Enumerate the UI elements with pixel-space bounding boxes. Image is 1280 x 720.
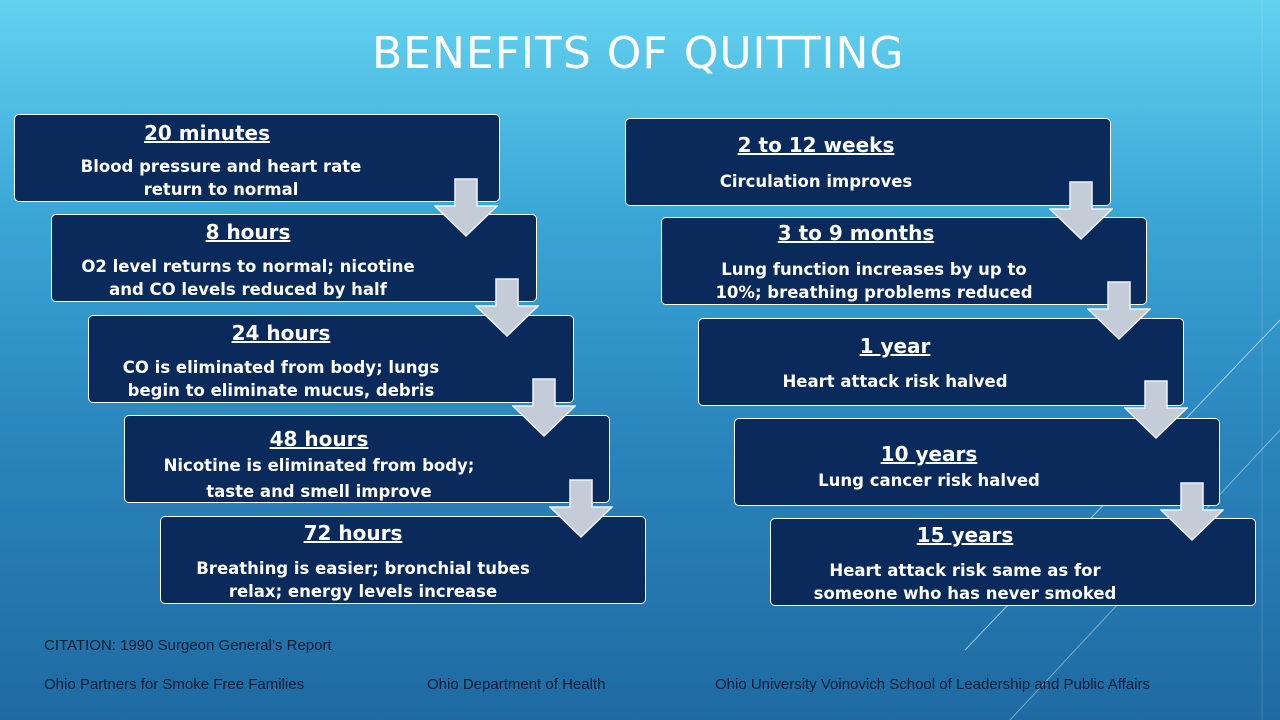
timeline-box-8-hours: 8 hours O2 level returns to normal; nico… bbox=[51, 214, 537, 302]
timeline-description-line: Circulation improves bbox=[719, 172, 913, 191]
timeline-box-1-year: 1 year Heart attack risk halved bbox=[698, 318, 1184, 406]
timeline-time: 20 minutes bbox=[144, 121, 270, 145]
timeline-box-24-hours: 24 hours CO is eliminated from body; lun… bbox=[88, 315, 574, 403]
timeline-description-line: Lung function increases by up to bbox=[721, 260, 1027, 279]
down-arrow-icon bbox=[549, 479, 613, 539]
timeline-description-line: and CO levels reduced by half bbox=[109, 280, 387, 299]
timeline-description-line: Heart attack risk halved bbox=[782, 372, 1008, 391]
timeline-description-line: someone who has never smoked bbox=[813, 584, 1117, 603]
timeline-time: 3 to 9 months bbox=[777, 221, 935, 245]
down-arrow-icon bbox=[475, 278, 539, 338]
timeline-box-10-years: 10 years Lung cancer risk halved bbox=[734, 418, 1220, 506]
timeline-box-72-hours: 72 hours Breathing is easier; bronchial … bbox=[160, 516, 646, 604]
timeline-time: 24 hours bbox=[231, 321, 331, 345]
timeline-description-line: taste and smell improve bbox=[206, 482, 432, 501]
down-arrow-icon bbox=[1087, 281, 1151, 341]
timeline-time: 15 years bbox=[916, 523, 1014, 547]
timeline-description-line: Lung cancer risk halved bbox=[818, 471, 1040, 490]
timeline-description-line: begin to eliminate mucus, debris bbox=[127, 381, 435, 400]
footer-org-department-of-health: Ohio Department of Health bbox=[427, 676, 606, 693]
timeline-box-15-years: 15 years Heart attack risk same as for s… bbox=[770, 518, 1256, 606]
timeline-description-line: Breathing is easier; bronchial tubes bbox=[196, 559, 530, 578]
timeline-time: 8 hours bbox=[205, 220, 291, 244]
down-arrow-icon bbox=[1160, 482, 1224, 542]
timeline-time: 10 years bbox=[880, 442, 978, 466]
timeline-description-line: relax; energy levels increase bbox=[228, 582, 498, 601]
page-title: BENEFITS OF QUITTING bbox=[372, 28, 905, 79]
footer-org-smoke-free-families: Ohio Partners for Smoke Free Families bbox=[44, 676, 305, 693]
timeline-time: 2 to 12 weeks bbox=[737, 133, 895, 157]
timeline-box-20-minutes: 20 minutes Blood pressure and heart rate… bbox=[14, 114, 500, 202]
timeline-description-line: CO is eliminated from body; lungs bbox=[122, 358, 440, 377]
timeline-time: 1 year bbox=[859, 334, 931, 358]
timeline-description-line: 10%; breathing problems reduced bbox=[715, 283, 1033, 302]
timeline-description-line: Blood pressure and heart rate bbox=[80, 157, 362, 176]
timeline-box-48-hours: 48 hours Nicotine is eliminated from bod… bbox=[124, 415, 610, 503]
timeline-description-line: Nicotine is eliminated from body; bbox=[163, 456, 475, 475]
timeline-time: 72 hours bbox=[303, 521, 403, 545]
timeline-description-line: O2 level returns to normal; nicotine bbox=[81, 257, 415, 276]
down-arrow-icon bbox=[1124, 380, 1188, 440]
down-arrow-icon bbox=[1049, 181, 1113, 241]
down-arrow-icon bbox=[512, 378, 576, 438]
timeline-description-line: return to normal bbox=[143, 180, 299, 199]
timeline-description-line: Heart attack risk same as for bbox=[829, 561, 1101, 580]
timeline-box-3-to-9-months: 3 to 9 months Lung function increases by… bbox=[661, 217, 1147, 305]
timeline-time: 48 hours bbox=[269, 427, 369, 451]
timeline-box-2-to-12-weeks: 2 to 12 weeks Circulation improves bbox=[625, 118, 1111, 206]
down-arrow-icon bbox=[434, 178, 498, 238]
footer-org-ohio-university: Ohio University Voinovich School of Lead… bbox=[715, 676, 1150, 693]
citation: CITATION: 1990 Surgeon General’s Report bbox=[44, 637, 332, 654]
